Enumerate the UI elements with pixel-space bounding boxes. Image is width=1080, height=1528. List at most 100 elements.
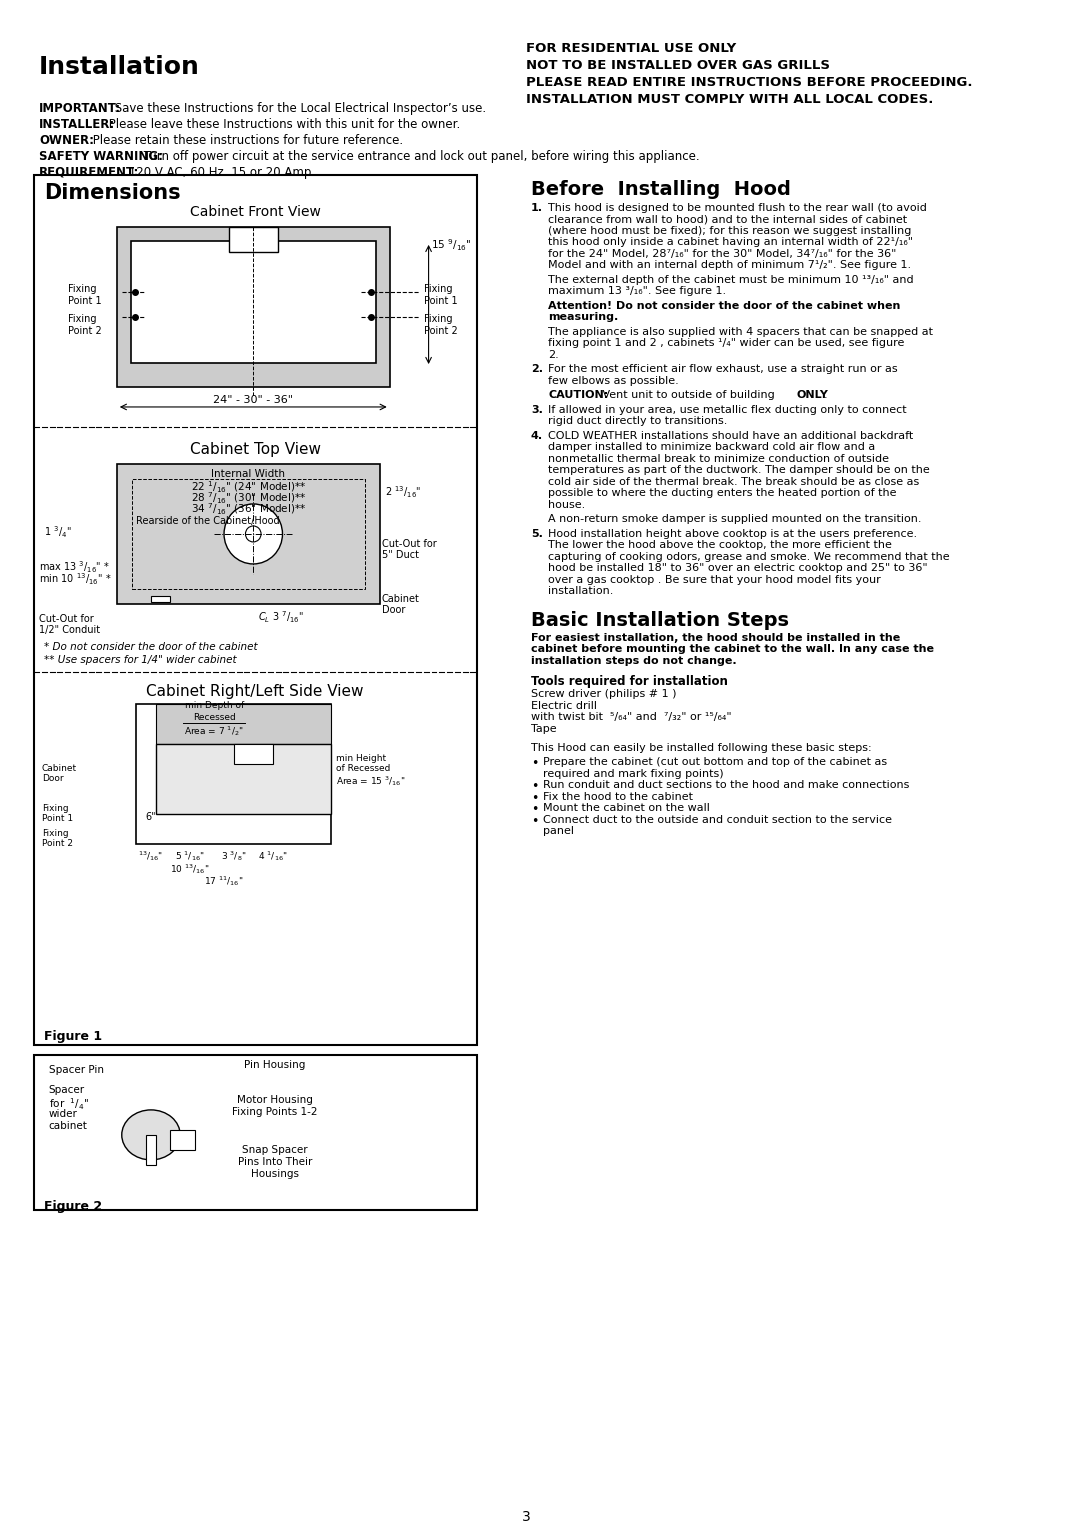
Text: Figure 2: Figure 2 xyxy=(44,1199,102,1213)
Text: min Height: min Height xyxy=(336,753,387,762)
Text: installation.: installation. xyxy=(549,587,613,596)
Text: Installation: Installation xyxy=(39,55,200,79)
Text: Point 2: Point 2 xyxy=(423,325,458,336)
Text: Figure 1: Figure 1 xyxy=(44,1030,102,1044)
Text: OWNER:: OWNER: xyxy=(39,134,94,147)
Text: Point 1: Point 1 xyxy=(68,296,102,306)
Text: CAUTION:: CAUTION: xyxy=(549,391,609,400)
Text: Spacer: Spacer xyxy=(49,1085,85,1096)
Text: 4 $^{1}$/$_{16}$": 4 $^{1}$/$_{16}$" xyxy=(258,850,287,863)
Text: over a gas cooktop . Be sure that your hood model fits your: over a gas cooktop . Be sure that your h… xyxy=(549,575,881,585)
Text: 1.: 1. xyxy=(531,203,543,212)
Text: .: . xyxy=(824,391,827,400)
Text: Pin Housing: Pin Housing xyxy=(244,1060,306,1070)
Text: Cut-Out for: Cut-Out for xyxy=(382,539,436,549)
Text: 4.: 4. xyxy=(531,431,543,442)
Text: Prepare the cabinet (cut out bottom and top of the cabinet as: Prepare the cabinet (cut out bottom and … xyxy=(542,758,887,767)
Text: Cabinet: Cabinet xyxy=(42,764,77,773)
Text: installation steps do not change.: installation steps do not change. xyxy=(531,656,737,666)
Text: maximum 13 ³/₁₆". See figure 1.: maximum 13 ³/₁₆". See figure 1. xyxy=(549,286,727,296)
Text: 3 $^{3}$/$_{8}$": 3 $^{3}$/$_{8}$" xyxy=(221,850,246,863)
Bar xyxy=(233,744,273,764)
Text: 15 $^{9}$/$_{16}$": 15 $^{9}$/$_{16}$" xyxy=(431,237,471,252)
Text: 2.: 2. xyxy=(549,350,559,361)
Text: Housings: Housings xyxy=(251,1169,299,1180)
Text: Motor Housing: Motor Housing xyxy=(237,1096,312,1105)
Text: 5" Duct: 5" Duct xyxy=(382,550,419,559)
Text: $C_L$ 3 $^{7}$/$_{16}$": $C_L$ 3 $^{7}$/$_{16}$" xyxy=(258,610,305,625)
Text: house.: house. xyxy=(549,500,585,510)
Text: max 13 $^{3}$/$_{16}$" *: max 13 $^{3}$/$_{16}$" * xyxy=(39,559,110,575)
Text: If allowed in your area, use metallic flex ducting only to connect: If allowed in your area, use metallic fl… xyxy=(549,405,907,416)
Text: cold air side of the thermal break. The break should be as close as: cold air side of the thermal break. The … xyxy=(549,477,920,487)
Text: hood be installed 18" to 36" over an electric cooktop and 25" to 36": hood be installed 18" to 36" over an ele… xyxy=(549,564,928,573)
Text: Run conduit and duct sections to the hood and make connections: Run conduit and duct sections to the hoo… xyxy=(542,781,909,790)
Text: Point 2: Point 2 xyxy=(42,839,72,848)
Text: INSTALLER:: INSTALLER: xyxy=(39,118,116,131)
Text: For the most efficient air flow exhaust, use a straight run or as: For the most efficient air flow exhaust,… xyxy=(549,365,899,374)
Text: Attention! Do not consider the door of the cabinet when: Attention! Do not consider the door of t… xyxy=(549,301,901,312)
Text: (where hood must be fixed); for this reason we suggest installing: (where hood must be fixed); for this rea… xyxy=(549,226,912,235)
Text: Recessed: Recessed xyxy=(193,714,235,721)
Text: The external depth of the cabinet must be minimum 10 ¹³/₁₆" and: The external depth of the cabinet must b… xyxy=(549,275,914,286)
Text: •: • xyxy=(531,814,538,828)
Text: 10 $^{13}$/$_{16}$": 10 $^{13}$/$_{16}$" xyxy=(171,862,210,876)
Text: 6": 6" xyxy=(146,811,157,822)
Text: few elbows as possible.: few elbows as possible. xyxy=(549,376,679,387)
Text: The appliance is also supplied with 4 spacers that can be snapped at: The appliance is also supplied with 4 sp… xyxy=(549,327,933,338)
Text: Internal Width: Internal Width xyxy=(212,469,285,478)
Text: Fixing: Fixing xyxy=(68,284,97,293)
Text: This Hood can easily be installed following these basic steps:: This Hood can easily be installed follow… xyxy=(531,744,872,753)
Text: •: • xyxy=(531,804,538,816)
Text: panel: panel xyxy=(542,827,573,836)
Text: COLD WEATHER installations should have an additional backdraft: COLD WEATHER installations should have a… xyxy=(549,431,914,442)
Text: Point 2: Point 2 xyxy=(68,325,102,336)
Text: Door: Door xyxy=(42,773,64,782)
Text: Dimensions: Dimensions xyxy=(44,183,180,203)
Text: Pins Into Their: Pins Into Their xyxy=(238,1157,312,1167)
Text: 120 V AC, 60 Hz. 15 or 20 Amp: 120 V AC, 60 Hz. 15 or 20 Amp xyxy=(124,167,311,179)
Text: SAFETY WARNING:: SAFETY WARNING: xyxy=(39,150,163,163)
Text: this hood only inside a cabinet having an internal width of 22¹/₁₆": this hood only inside a cabinet having a… xyxy=(549,237,914,248)
Text: This hood is designed to be mounted flush to the rear wall (to avoid: This hood is designed to be mounted flus… xyxy=(549,203,928,212)
Text: nonmetallic thermal break to minimize conduction of outside: nonmetallic thermal break to minimize co… xyxy=(549,454,890,465)
Text: Fixing: Fixing xyxy=(42,804,68,813)
Text: ** Use spacers for 1/4" wider cabinet: ** Use spacers for 1/4" wider cabinet xyxy=(44,656,237,665)
Text: •: • xyxy=(531,781,538,793)
Text: possible to where the ducting enters the heated portion of the: possible to where the ducting enters the… xyxy=(549,489,896,498)
Text: required and mark fixing points): required and mark fixing points) xyxy=(542,769,724,779)
Text: Fixing Points 1-2: Fixing Points 1-2 xyxy=(232,1106,318,1117)
Text: Point 1: Point 1 xyxy=(42,814,73,824)
Bar xyxy=(171,1129,194,1151)
Text: Cabinet Top View: Cabinet Top View xyxy=(190,442,321,457)
Bar xyxy=(151,596,171,602)
Text: damper installed to minimize backward cold air flow and a: damper installed to minimize backward co… xyxy=(549,443,876,452)
Text: Electric drill: Electric drill xyxy=(531,701,597,711)
Text: Area = 7 $^{1}$/$_{2}$": Area = 7 $^{1}$/$_{2}$" xyxy=(185,724,244,738)
Bar xyxy=(229,228,278,252)
Text: wider: wider xyxy=(49,1109,78,1118)
Text: ONLY: ONLY xyxy=(797,391,828,400)
Circle shape xyxy=(224,504,283,564)
Text: Vent unit to outside of building: Vent unit to outside of building xyxy=(599,391,779,400)
Text: For easiest installation, the hood should be installed in the: For easiest installation, the hood shoul… xyxy=(531,633,900,643)
Text: Point 1: Point 1 xyxy=(423,296,457,306)
Text: Cabinet: Cabinet xyxy=(382,594,420,604)
Text: Hood installation height above cooktop is at the users preference.: Hood installation height above cooktop i… xyxy=(549,529,918,539)
Text: 24" - 30" - 36": 24" - 30" - 36" xyxy=(213,394,294,405)
Text: The lower the hood above the cooktop, the more efficient the: The lower the hood above the cooktop, th… xyxy=(549,541,892,550)
Text: Screw driver (philips # 1 ): Screw driver (philips # 1 ) xyxy=(531,689,676,700)
Bar xyxy=(117,465,380,604)
Text: Spacer Pin: Spacer Pin xyxy=(49,1065,104,1074)
Text: •: • xyxy=(531,758,538,770)
Text: Rearside of the Cabinet/Hood: Rearside of the Cabinet/Hood xyxy=(136,516,280,526)
Text: temperatures as part of the ductwork. The damper should be on the: temperatures as part of the ductwork. Th… xyxy=(549,466,930,475)
Text: with twist bit  ⁵/₆₄" and  ⁷/₃₂" or ¹⁵/₆₄": with twist bit ⁵/₆₄" and ⁷/₃₂" or ¹⁵/₆₄" xyxy=(531,712,731,723)
Text: Save these Instructions for the Local Electrical Inspector’s use.: Save these Instructions for the Local El… xyxy=(111,102,486,115)
Text: Please leave these Instructions with this unit for the owner.: Please leave these Instructions with thi… xyxy=(105,118,460,131)
Text: measuring.: measuring. xyxy=(549,312,619,322)
Bar xyxy=(131,241,376,364)
Text: 3.: 3. xyxy=(531,405,543,416)
Text: clearance from wall to hood) and to the internal sides of cabinet: clearance from wall to hood) and to the … xyxy=(549,214,907,225)
Text: fixing point 1 and 2 , cabinets ¹/₄" wider can be used, see figure: fixing point 1 and 2 , cabinets ¹/₄" wid… xyxy=(549,339,905,348)
